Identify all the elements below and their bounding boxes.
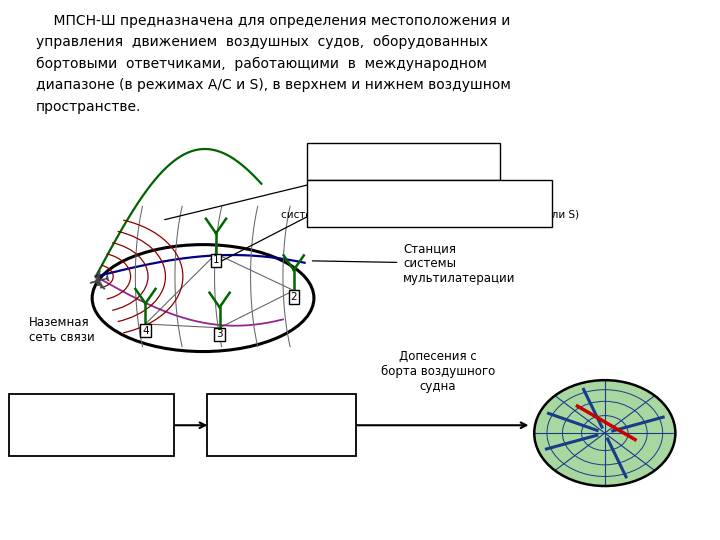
Text: Устройство
обработки данных
наблюдения: Устройство обработки данных наблюдения — [223, 404, 340, 447]
Text: Рассчитанные поверхности
постоянных разностей времени: Рассчитанные поверхности постоянных разн… — [312, 151, 496, 172]
Text: ✈: ✈ — [81, 260, 111, 293]
FancyBboxPatch shape — [207, 394, 356, 456]
Text: управления  движением  воздушных  судов,  оборудованных: управления движением воздушных судов, об… — [36, 35, 488, 49]
Text: Допесения с
борта воздушного
судна: Допесения с борта воздушного судна — [381, 350, 495, 393]
Text: 2: 2 — [290, 292, 297, 302]
Text: бортовыми  ответчиками,  работающими  в  международном: бортовыми ответчиками, работающими в меж… — [36, 57, 487, 71]
FancyBboxPatch shape — [9, 394, 174, 456]
FancyBboxPatch shape — [307, 143, 500, 180]
Text: МПСН-Ш предназначена для определения местоположения и: МПСН-Ш предназначена для определения мес… — [36, 14, 510, 28]
Text: Наземная
сеть связи: Наземная сеть связи — [29, 316, 94, 344]
Text: пространстве.: пространстве. — [36, 100, 141, 114]
Text: 1: 1 — [212, 255, 220, 266]
Text: Станция обработки
данных системы
мультилатерации: Станция обработки данных системы мультил… — [30, 404, 153, 447]
Text: 3: 3 — [216, 329, 223, 340]
Text: диапазоне (в режимах А/С и S), в верхнем и нижнем воздушном: диапазоне (в режимах А/С и S), в верхнем… — [36, 78, 511, 92]
Text: Станция
системы
мультилатерации: Станция системы мультилатерации — [403, 242, 516, 285]
Circle shape — [534, 380, 675, 486]
Text: 4: 4 — [142, 326, 149, 336]
FancyBboxPatch shape — [307, 180, 552, 227]
Text: Ответный сигнал, излучаемый системой
мультилатерации или приемопередатчиком
сист: Ответный сигнал, излучаемый системой мул… — [281, 187, 579, 220]
